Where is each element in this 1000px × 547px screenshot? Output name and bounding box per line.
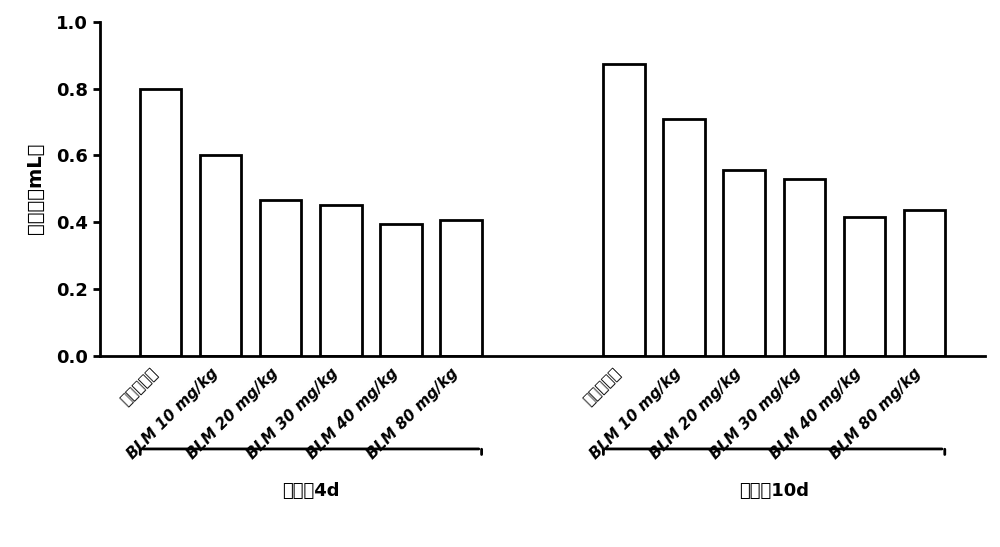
Bar xyxy=(380,224,422,356)
Text: 造模后4d: 造模后4d xyxy=(282,482,340,501)
Bar xyxy=(663,119,705,356)
Bar xyxy=(784,179,825,356)
Bar xyxy=(260,200,301,356)
Bar xyxy=(440,220,482,356)
Bar xyxy=(320,206,362,356)
Bar xyxy=(603,63,645,356)
Text: 造模后10d: 造模后10d xyxy=(739,482,809,501)
Y-axis label: 潮气量（mL）: 潮气量（mL） xyxy=(26,143,45,235)
Bar xyxy=(140,89,181,356)
Bar xyxy=(723,171,765,356)
Bar xyxy=(844,217,885,356)
Bar xyxy=(904,211,945,356)
Bar xyxy=(200,155,241,356)
